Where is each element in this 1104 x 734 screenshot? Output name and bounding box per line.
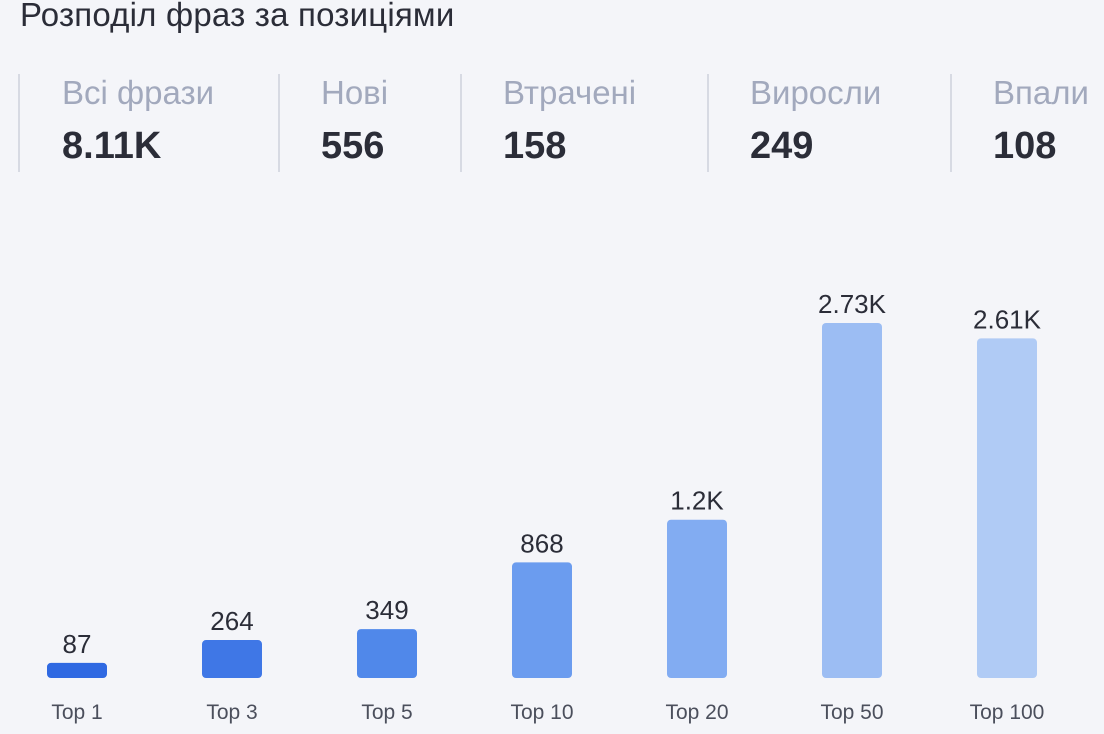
bar-top-5[interactable]: [357, 629, 417, 678]
stat-label: Нові: [321, 74, 389, 111]
x-tick-label: Top 3: [206, 701, 257, 724]
positions-bar-chart: 87 Top 1 264 Top 3 349 Top 5 868 Top 10 1.2K Top …: [47, 289, 1045, 724]
stat-label: Втрачені: [503, 74, 637, 111]
x-tick-label: Top 5: [361, 701, 412, 724]
stat-label: Всі фрази: [62, 74, 215, 111]
x-tick-label: Top 50: [820, 701, 883, 724]
bar-value-label: 2.73K: [818, 289, 887, 319]
stat-dropped[interactable]: Впали 108: [950, 74, 1104, 172]
stat-value: 8.11K: [62, 125, 162, 167]
bar-top-3[interactable]: [202, 640, 262, 678]
x-tick-label: Top 1: [51, 701, 102, 724]
bar-value-label: 1.2K: [670, 486, 724, 516]
x-tick-label: Top 100: [970, 701, 1045, 724]
bar-value-label: 349: [365, 595, 408, 625]
stat-value: 108: [993, 125, 1057, 167]
stat-all-phrases[interactable]: Всі фрази 8.11K: [18, 74, 280, 172]
bar-value-label: 868: [520, 528, 563, 558]
stat-lost[interactable]: Втрачені 158: [460, 74, 710, 172]
stat-label: Виросли: [750, 74, 882, 111]
bar-top-1[interactable]: [47, 662, 107, 678]
stat-label: Впали: [993, 74, 1089, 111]
stat-value: 249: [750, 125, 814, 167]
page-title: Розподіл фраз за позиціями: [20, 0, 455, 33]
bar-top-50[interactable]: [822, 323, 882, 678]
stats-row: Всі фрази 8.11K Нові 556 Втрачені 158 Ви…: [0, 74, 1104, 172]
stat-value: 158: [503, 125, 567, 167]
bar-value-label: 264: [210, 606, 253, 636]
bar-top-100[interactable]: [977, 338, 1037, 678]
bar-top-10[interactable]: [512, 562, 572, 678]
stat-new[interactable]: Нові 556: [278, 74, 462, 172]
x-tick-label: Top 10: [510, 701, 573, 724]
stat-value: 556: [321, 125, 385, 167]
bar-value-label: 2.61K: [973, 304, 1042, 334]
bar-top-20[interactable]: [667, 519, 727, 678]
bar-value-label: 87: [63, 629, 92, 659]
x-tick-label: Top 20: [665, 701, 728, 724]
stat-grown[interactable]: Виросли 249: [707, 74, 952, 172]
